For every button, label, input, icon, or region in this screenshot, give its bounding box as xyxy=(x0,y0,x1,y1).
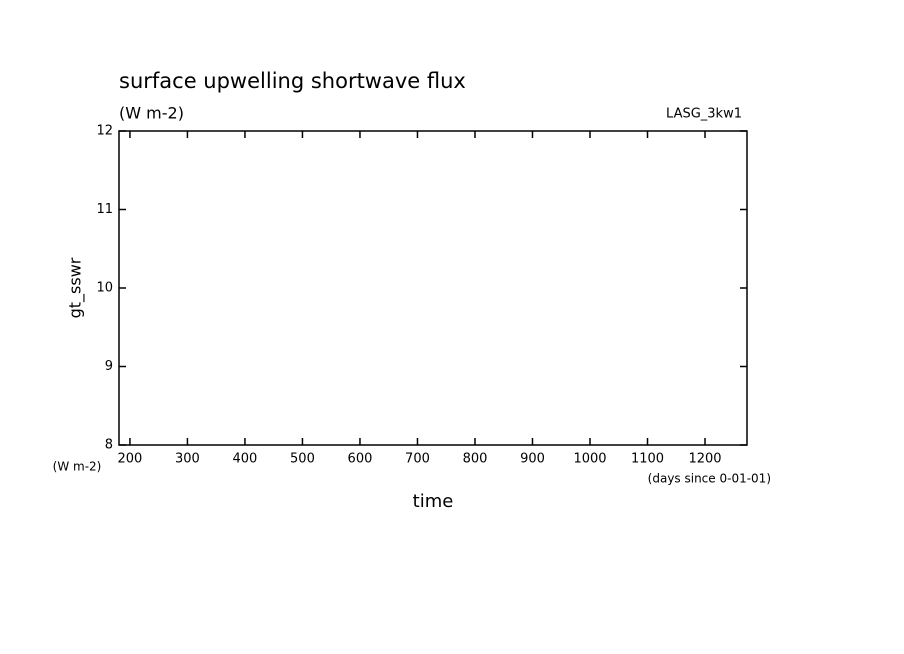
x-units: (days since 0-01-01) xyxy=(648,472,771,486)
x-axis-label: time xyxy=(413,491,454,512)
x-tick-label: 600 xyxy=(348,452,373,467)
x-tick-label: 300 xyxy=(175,452,200,467)
chart-title: surface upwelling shortwave flux xyxy=(119,69,466,93)
x-tick-label: 400 xyxy=(233,452,258,467)
x-tick-label: 700 xyxy=(405,452,430,467)
y-axis-label: gt_sswr xyxy=(66,257,86,318)
x-tick-label: 900 xyxy=(520,452,545,467)
y-tick-label: 10 xyxy=(96,281,113,296)
y-units: (W m-2) xyxy=(53,460,102,474)
x-tick-label: 1200 xyxy=(688,452,721,467)
annotation: LASG_3kw1 xyxy=(666,107,742,122)
x-tick-label: 1100 xyxy=(631,452,664,467)
x-tick-label: 1000 xyxy=(573,452,606,467)
y-tick-label: 8 xyxy=(105,438,113,453)
y-tick-label: 9 xyxy=(105,359,113,374)
y-tick-label: 11 xyxy=(96,202,113,217)
x-tick-label: 800 xyxy=(463,452,488,467)
chart-subtitle: (W m-2) xyxy=(119,104,184,123)
x-tick-label: 500 xyxy=(290,452,315,467)
x-tick-label: 200 xyxy=(118,452,143,467)
y-tick-label: 12 xyxy=(96,124,113,139)
